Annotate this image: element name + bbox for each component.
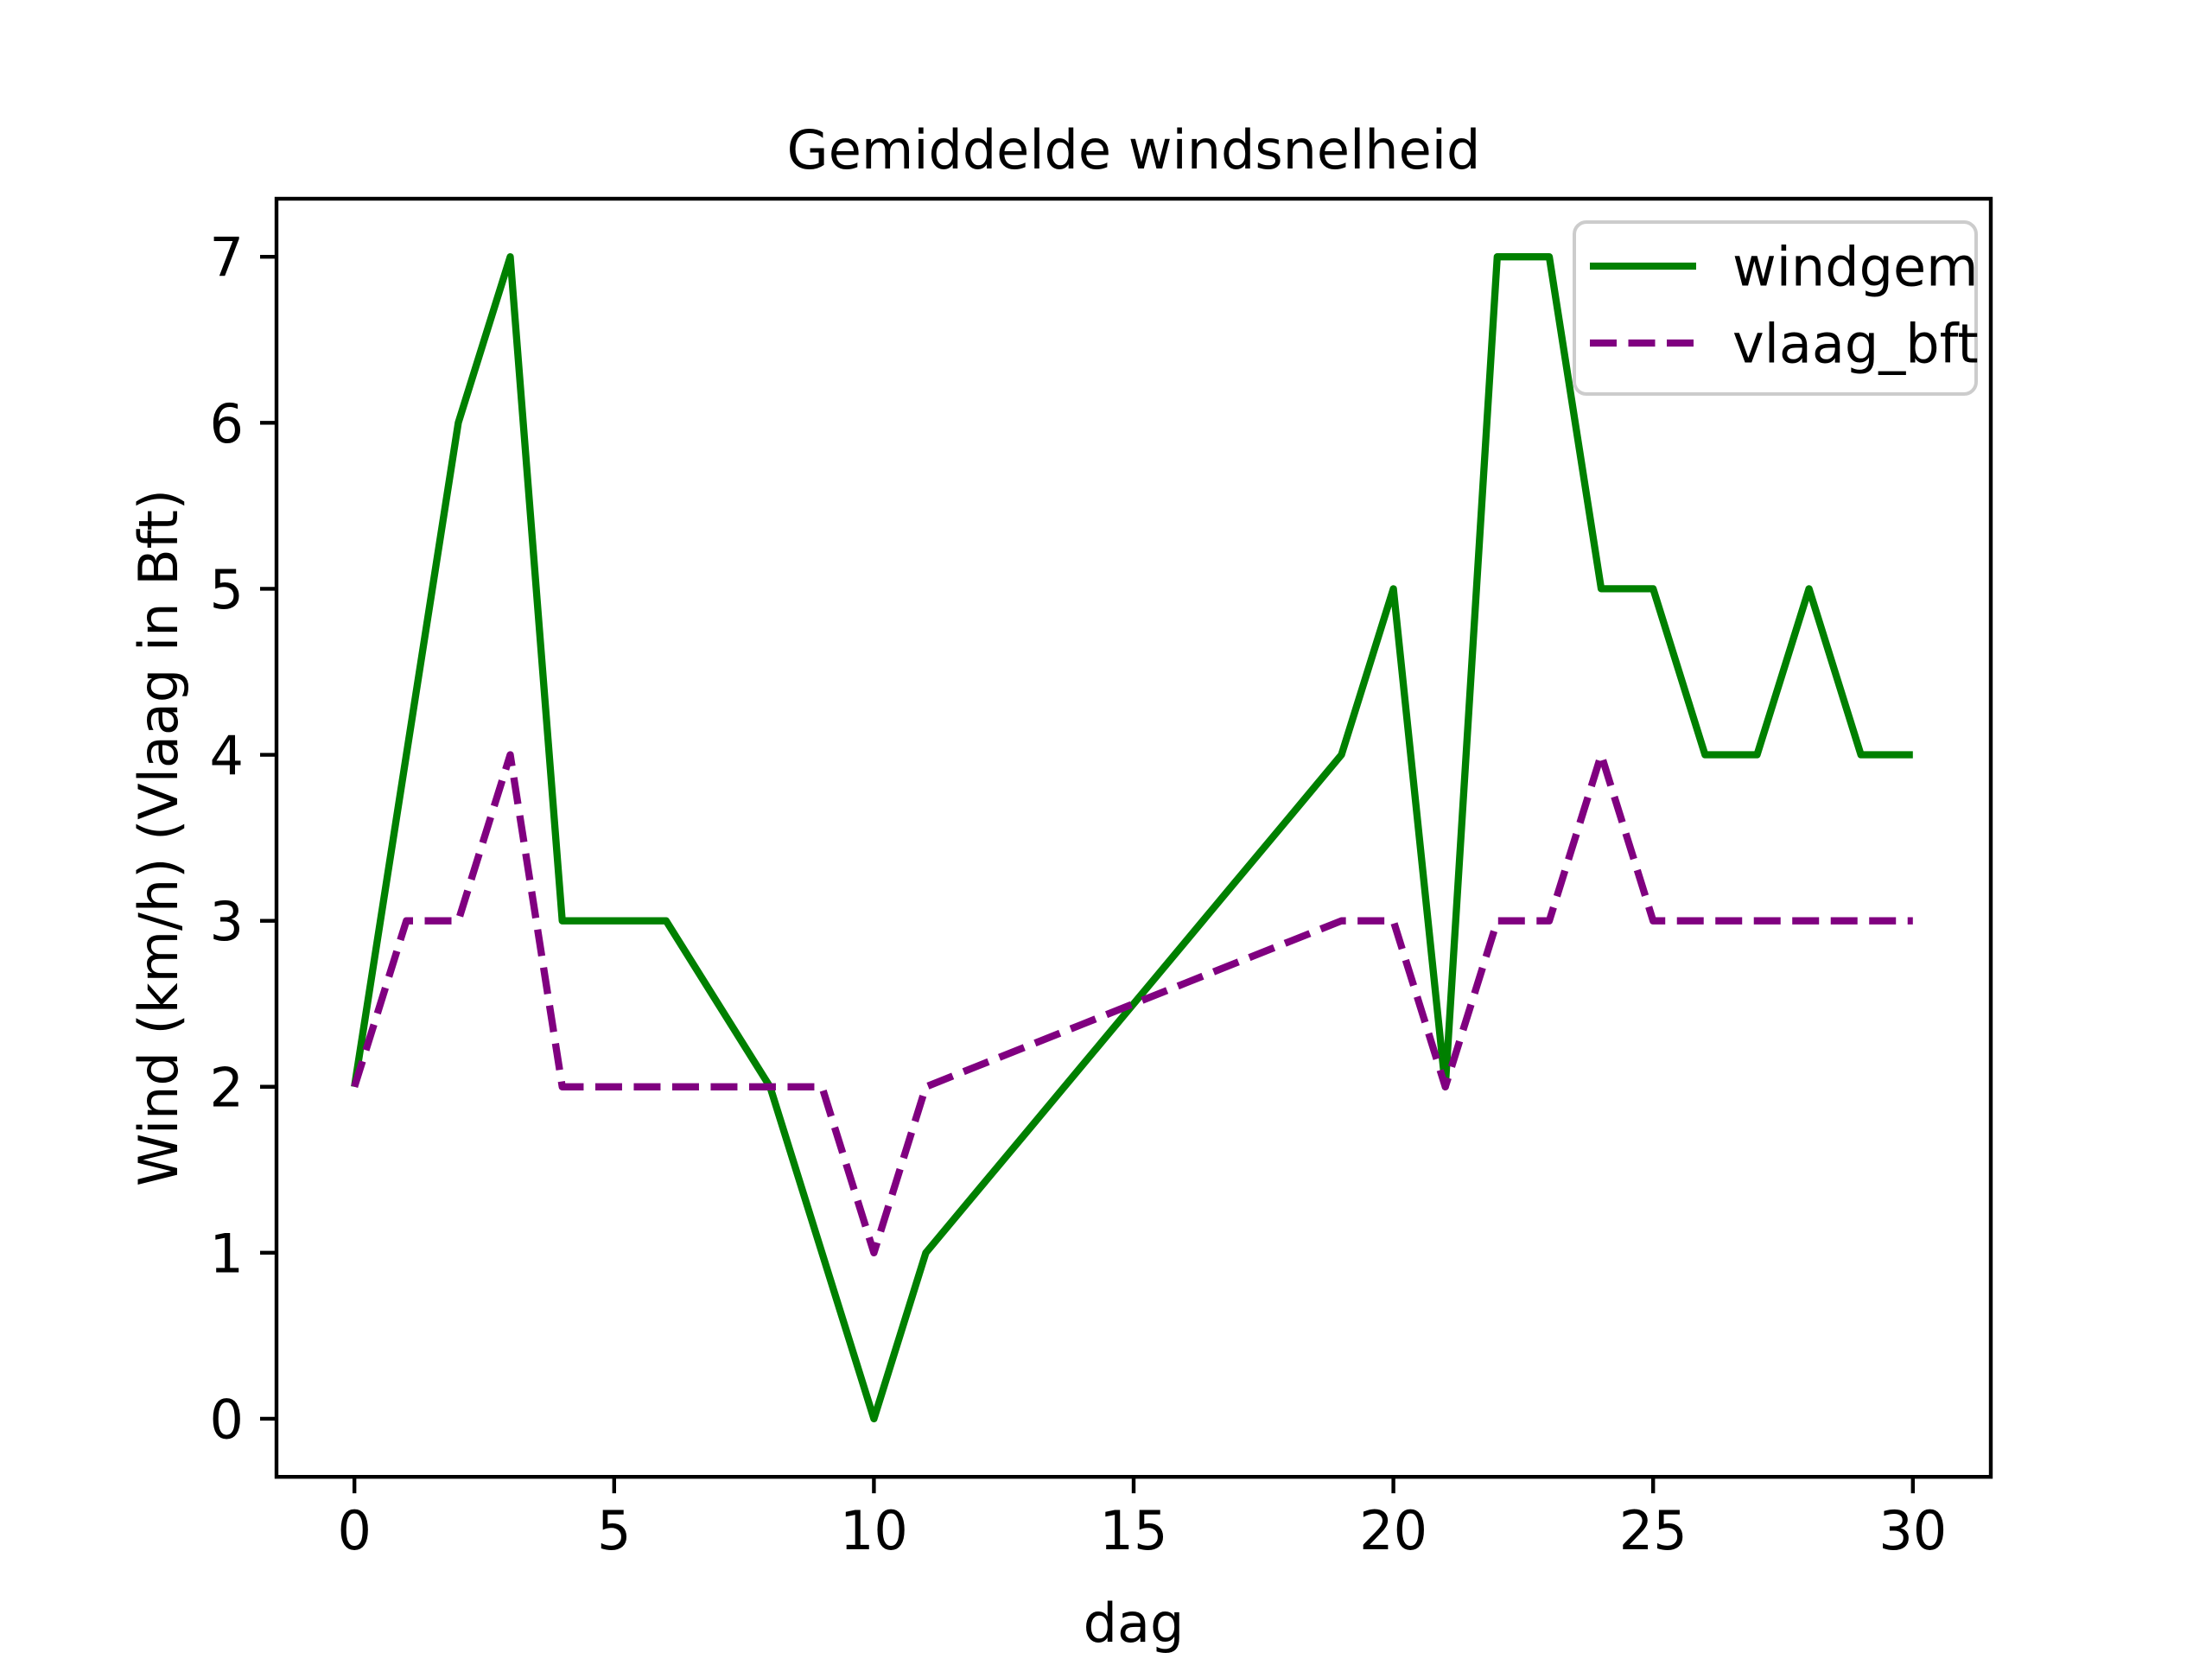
y-tick-label: 2 [210,1056,244,1119]
x-tick-label: 5 [597,1499,631,1562]
x-axis-ticks: 0 5 10 15 20 25 30 [337,1477,1947,1562]
x-tick-label: 30 [1878,1499,1947,1562]
x-axis-label: dag [1084,1592,1185,1655]
chart-title: Gemiddelde windsnelheid [787,118,1481,181]
x-tick-label: 20 [1359,1499,1427,1562]
y-axis-ticks: 0 1 2 3 4 5 6 7 [210,226,276,1451]
y-tick-label: 1 [210,1222,244,1285]
series-line-vlaag_bft [351,751,1913,1257]
y-axis-label: Wind (km/h) (Vlaag in Bft) [127,489,190,1186]
x-tick-label: 10 [840,1499,908,1562]
series-line-windgem [351,253,1913,1423]
y-tick-label: 3 [210,890,244,953]
y-tick-label: 6 [210,392,244,455]
legend-label-windgem: windgem [1732,236,1978,299]
y-tick-label: 5 [210,558,244,621]
series-lines [351,253,1913,1423]
y-tick-label: 0 [210,1388,244,1451]
legend-label-vlaag_bft: vlaag_bft [1732,313,1979,376]
y-tick-label: 4 [210,724,244,787]
legend: windgem vlaag_bft [1573,220,1979,396]
y-tick-label: 7 [210,226,244,289]
x-tick-label: 0 [337,1499,371,1562]
x-tick-label: 25 [1619,1499,1688,1562]
x-tick-label: 15 [1100,1499,1168,1562]
